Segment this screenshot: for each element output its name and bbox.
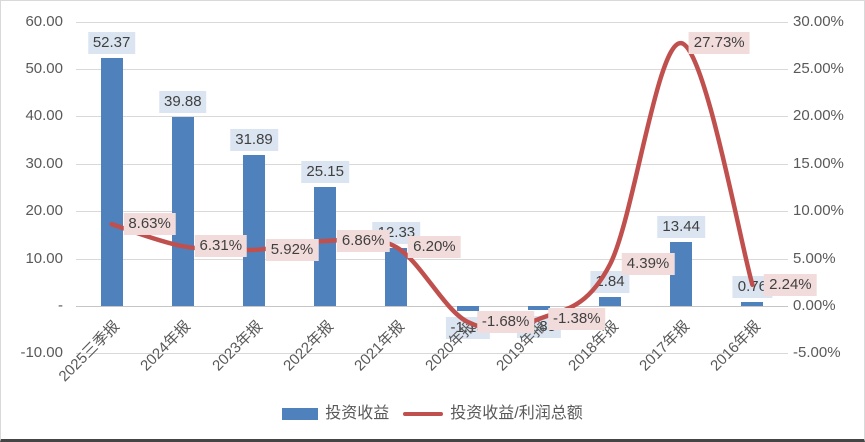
line-series-swatch (403, 412, 444, 416)
line-value-label: 8.63% (123, 213, 176, 236)
right-axis-tick: 0.00% (793, 297, 836, 314)
bar-value-label: 31.89 (230, 128, 278, 151)
right-axis-tick: 25.00% (793, 60, 844, 77)
gridline (76, 353, 788, 355)
bar-2022年报 (314, 186, 337, 306)
right-axis-tick: 30.00% (793, 12, 844, 30)
bar-2021年报 (385, 247, 408, 306)
bar-2024年报 (171, 116, 194, 306)
bar-2017年报 (670, 242, 693, 306)
right-axis-tick: -5.00% (793, 344, 841, 362)
bar-value-label: 25.15 (301, 160, 349, 183)
bar-2020年报 (456, 306, 479, 312)
bar-value-label: 13.44 (657, 216, 705, 239)
bar-value-label: 39.88 (159, 90, 207, 113)
legend-item-投资收益: 投资收益 (282, 404, 389, 424)
zero-gridline (76, 306, 788, 307)
gridline (76, 163, 788, 165)
right-axis-tick: 20.00% (793, 107, 844, 125)
left-axis-tick: - (58, 297, 63, 314)
legend-item-投资收益/利润总额: 投资收益/利润总额 (403, 404, 583, 424)
line-value-label: -1.68% (476, 310, 535, 333)
left-axis-tick: 30.00 (25, 154, 63, 172)
left-axis-tick: 40.00 (25, 107, 63, 125)
gridline (76, 116, 788, 118)
legend-label: 投资收益/利润总额 (450, 405, 583, 422)
line-value-label: 6.86% (336, 229, 390, 252)
legend: 投资收益 投资收益/利润总额 (1, 401, 864, 427)
gridline (76, 258, 788, 260)
bar-2019年报 (527, 306, 550, 311)
right-axis-tick: 5.00% (793, 249, 836, 267)
bar-2018年报 (599, 297, 621, 306)
right-axis-tick: 10.00% (793, 202, 844, 220)
left-axis-tick: 20.00 (25, 202, 63, 220)
gridline (76, 69, 788, 70)
line-value-label: -1.38% (548, 308, 606, 331)
gridline (76, 21, 788, 23)
line-value-label: 6.20% (408, 236, 461, 259)
bar-value-label: 52.37 (87, 31, 136, 54)
left-axis-tick: 10.00 (25, 249, 63, 267)
bar-series-swatch (282, 408, 319, 420)
line-value-label: 27.73% (688, 32, 750, 55)
left-axis-tick: 50.00 (25, 60, 63, 77)
line-value-label: 5.92% (265, 238, 319, 261)
line-value-label: 4.39% (621, 253, 675, 276)
bar-2023年报 (243, 154, 265, 306)
gridline (76, 211, 788, 213)
bar-2025三季报 (100, 57, 123, 306)
left-axis-tick: -10.00 (20, 344, 63, 362)
left-axis-tick: 60.00 (25, 12, 63, 30)
line-value-label: 6.31% (194, 235, 248, 258)
line-value-label: 2.24% (764, 273, 817, 296)
right-axis-tick: 15.00% (793, 154, 844, 172)
legend-label: 投资收益 (325, 405, 390, 422)
bar-2016年报 (741, 302, 764, 306)
